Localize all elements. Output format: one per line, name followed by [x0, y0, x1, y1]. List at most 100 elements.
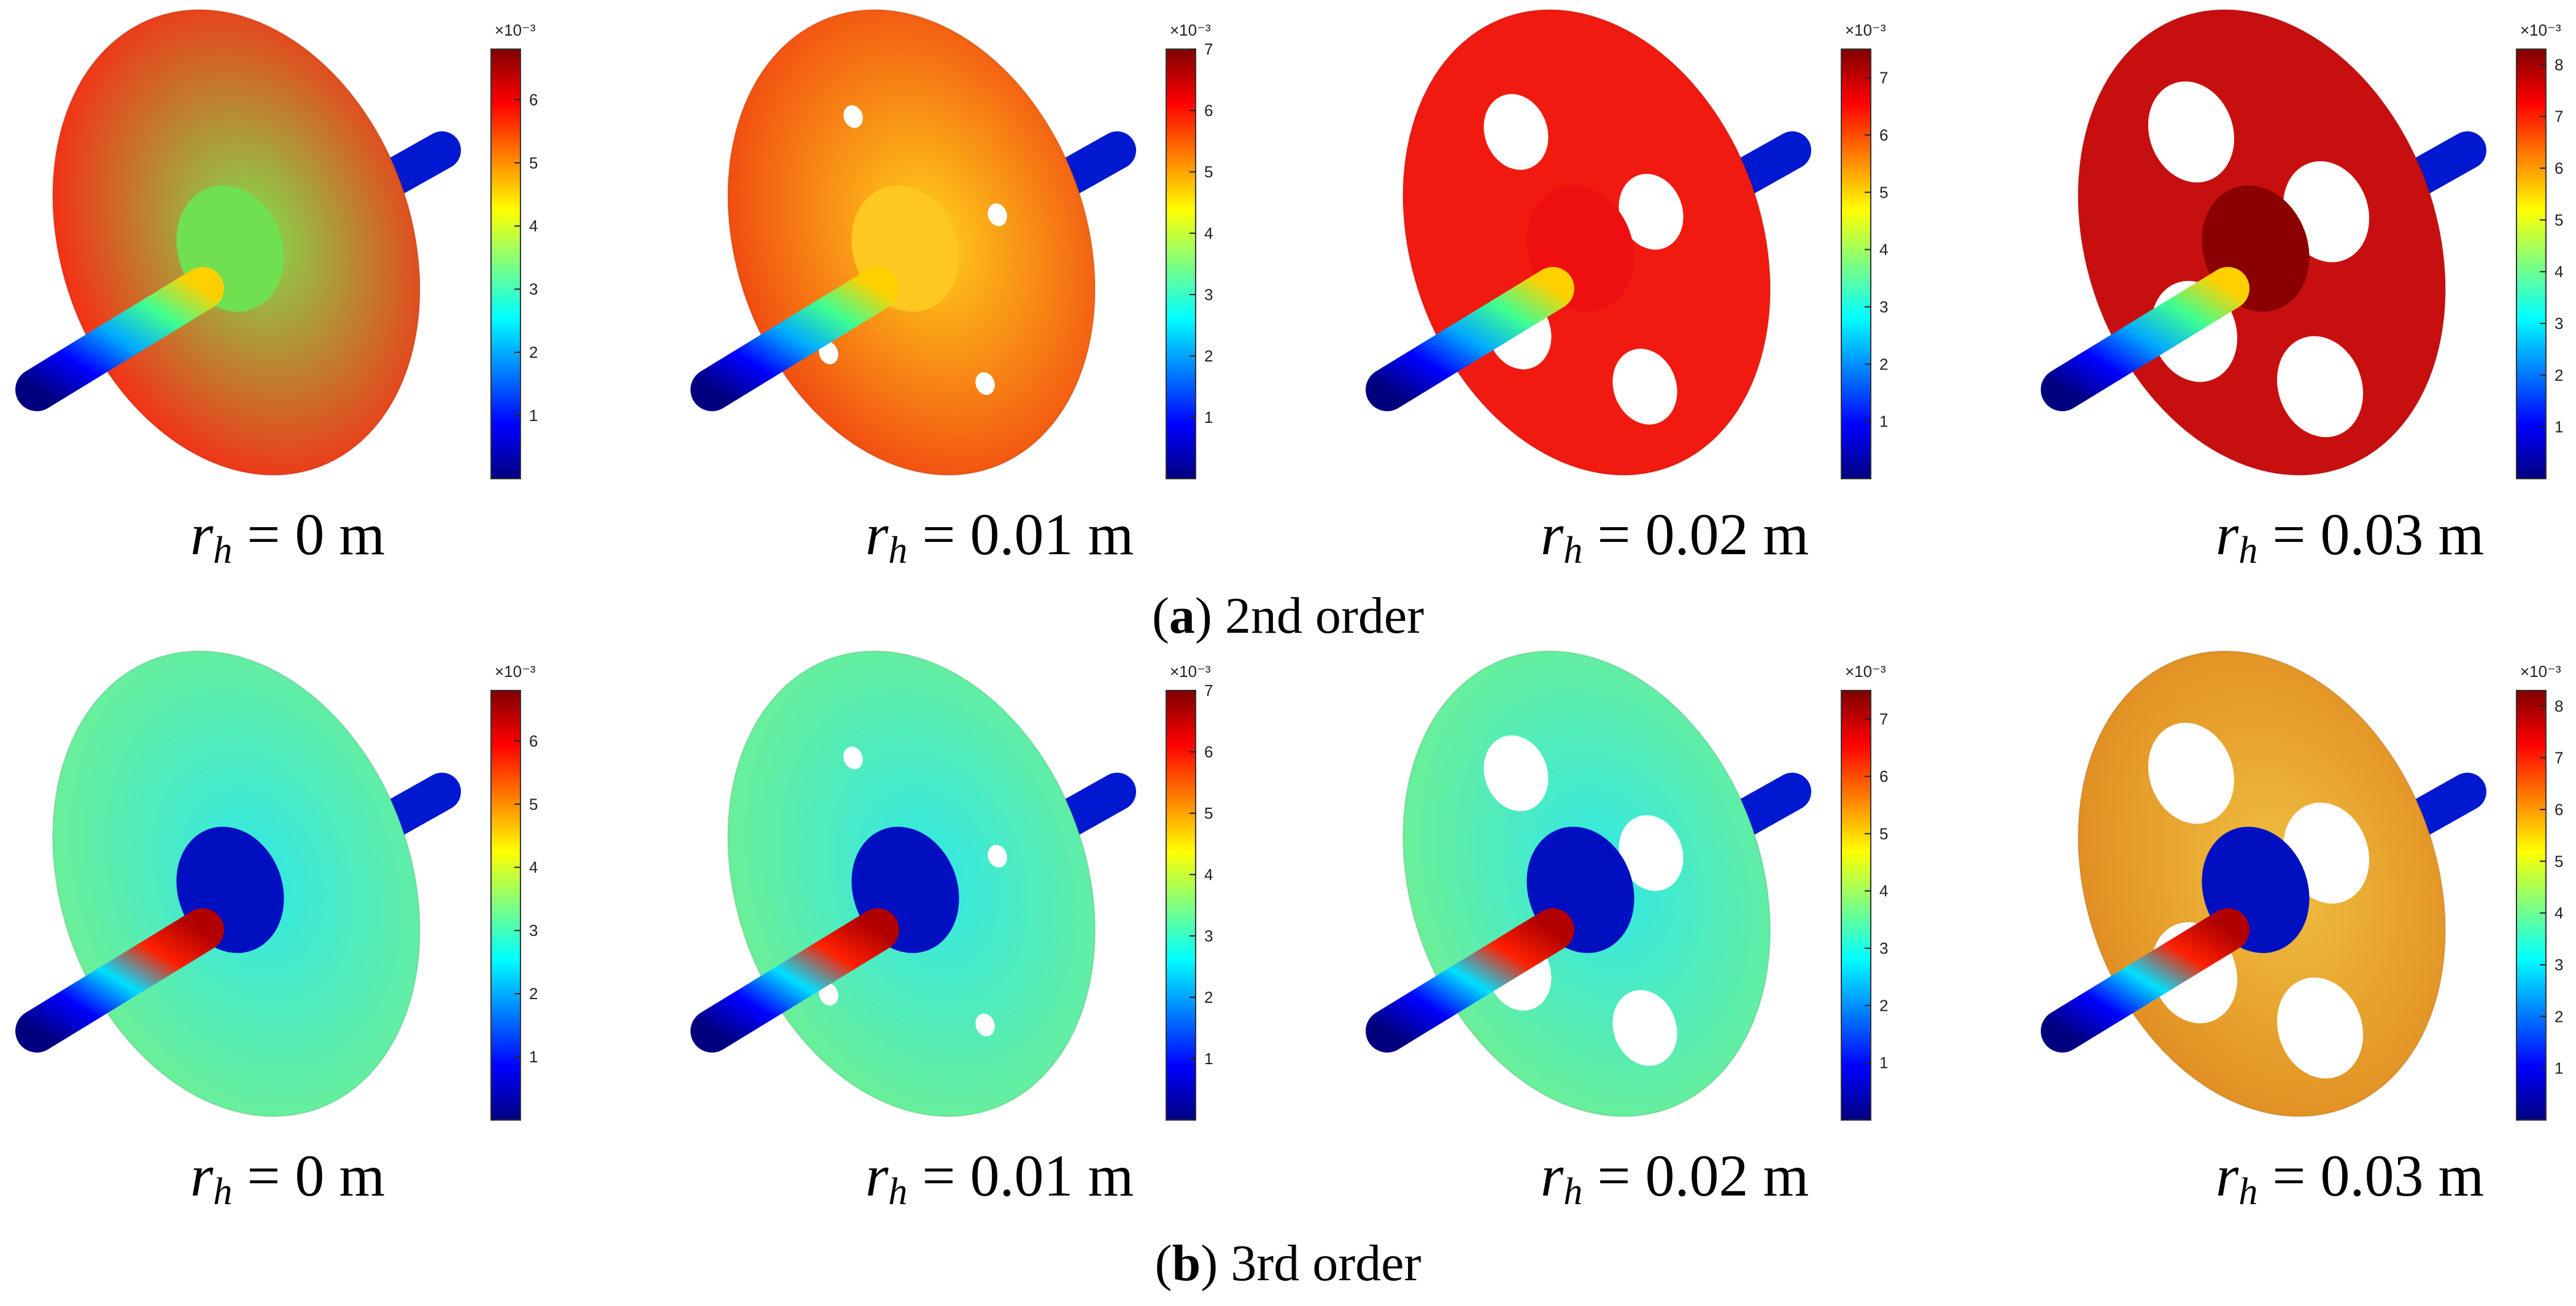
colorbar-tick-label: 2 [529, 343, 538, 361]
colorbar [2516, 48, 2547, 479]
colorbar-tick-label: 6 [2555, 159, 2563, 177]
shaft-back [374, 131, 461, 197]
shaft-back [1724, 773, 1811, 838]
colorbar-tick-label: 4 [1879, 241, 1888, 259]
colorbar [1166, 690, 1196, 1121]
caption-text: ) 2nd order [1194, 587, 1425, 644]
shaft-back [1049, 131, 1136, 197]
colorbar-tick-label: 2 [1204, 988, 1213, 1007]
panel-b-4: 1 2 3 4 5 6 7 8 ×10⁻³ rh = 0.03 m [2025, 641, 2576, 1294]
radius-symbol: r [865, 1143, 889, 1208]
radius-subscript: h [2238, 530, 2258, 571]
panel-a-2: 1 2 3 4 5 6 7 ×10⁻³ rh = 0.01 m [675, 0, 1319, 653]
colorbar-tick-label: 4 [1204, 865, 1213, 884]
colorbar-exponent: ×10⁻³ [1845, 662, 1886, 681]
mode-shape-plot: 1 2 3 4 5 6 ×10⁻³ [15, 650, 538, 1121]
colorbar-tick-label: 3 [2555, 314, 2563, 333]
shaft-front [15, 267, 224, 411]
colorbar-tick-label: 3 [1879, 298, 1888, 316]
panel-a-4: 1 2 3 4 5 6 7 8 ×10⁻³ rh = 0.03 m [2025, 0, 2576, 653]
colorbar-tick-label: 1 [529, 1048, 538, 1066]
colorbar-tick-label: 1 [1204, 408, 1213, 427]
radius-label: rh = 0 m [190, 500, 385, 573]
colorbar [1841, 48, 1871, 479]
colorbar-tick-label: 5 [2555, 211, 2563, 229]
radius-label: rh = 0.01 m [865, 1142, 1134, 1214]
colorbar-tick-label: 5 [1204, 804, 1213, 822]
colorbar-tick-label: 6 [1879, 767, 1888, 786]
row-caption-b: (b) 3rd order [1155, 1235, 1421, 1292]
colorbar-tick-label: 3 [1204, 927, 1213, 945]
mode-shape-plot: 1 2 3 4 5 6 ×10⁻³ [15, 9, 538, 479]
colorbar-tick-label: 4 [1204, 224, 1213, 242]
colorbar-exponent: ×10⁻³ [1170, 21, 1211, 39]
caption-text: ) 3rd order [1201, 1235, 1421, 1292]
disk-hole [819, 983, 838, 1006]
colorbar-tick-label: 5 [2555, 852, 2563, 870]
colorbar-exponent: ×10⁻³ [2520, 21, 2561, 39]
colorbar [2516, 690, 2547, 1121]
disk-hole [819, 341, 838, 365]
shaft-back [2399, 131, 2486, 197]
colorbar-tick-label: 6 [529, 732, 538, 750]
colorbar-tick-label: 7 [1879, 710, 1888, 728]
disk-hole [2276, 336, 2364, 438]
shaft-front [15, 908, 224, 1053]
colorbar-tick-label: 3 [1204, 285, 1213, 304]
colorbar-tick-label: 3 [2555, 956, 2563, 974]
colorbar [1841, 690, 1871, 1121]
radius-symbol: r [2216, 501, 2239, 567]
disk-hole [843, 105, 863, 128]
radius-label: rh = 0.01 m [865, 500, 1134, 573]
shaft-front [690, 267, 899, 411]
radius-value: = 0 m [232, 1143, 385, 1208]
colorbar-tick-label: 6 [2555, 800, 2563, 819]
shaft-front [2041, 267, 2249, 411]
colorbar-tick-label: 7 [1204, 681, 1213, 700]
radius-label: rh = 0 m [190, 1142, 385, 1214]
disk-hole [2148, 722, 2235, 824]
radius-symbol: r [1541, 1143, 1564, 1208]
shaft-front [1366, 267, 1574, 411]
disk-hole [975, 372, 995, 395]
colorbar-tick-label: 3 [529, 921, 538, 940]
colorbar-exponent: ×10⁻³ [495, 21, 536, 39]
disk-hole [1619, 174, 1684, 250]
colorbar-tick-label: 7 [1879, 69, 1888, 87]
radius-label: rh = 0.02 m [1541, 500, 1809, 573]
colorbar-tick-label: 7 [2555, 749, 2563, 767]
colorbar-tick-label: 2 [1879, 355, 1888, 373]
disk-hole [843, 746, 863, 770]
colorbar-tick-label: 1 [529, 406, 538, 425]
caption-letter: b [1172, 1235, 1201, 1292]
radius-subscript: h [213, 530, 233, 571]
colorbar-tick-label: 6 [1879, 126, 1888, 144]
row-caption-a: (a) 2nd order [1151, 587, 1425, 644]
colorbar-tick-label: 5 [529, 795, 538, 813]
panel-b-1: 1 2 3 4 5 6 ×10⁻³ rh = 0 m [0, 641, 644, 1294]
shaft-back [2399, 773, 2486, 838]
shaft-back [1724, 131, 1811, 197]
colorbar-tick-label: 2 [2555, 366, 2563, 384]
colorbar-exponent: ×10⁻³ [2520, 662, 2561, 681]
radius-value: = 0.01 m [907, 1143, 1134, 1208]
colorbar-exponent: ×10⁻³ [495, 662, 536, 681]
radius-subscript: h [1563, 530, 1583, 571]
colorbar-tick-label: 5 [1879, 183, 1888, 201]
radius-symbol: r [865, 501, 889, 567]
colorbar-tick-label: 4 [1879, 882, 1888, 900]
colorbar-tick-label: 7 [2555, 107, 2563, 126]
colorbar-tick-label: 8 [2555, 697, 2563, 715]
radius-symbol: r [1541, 501, 1564, 567]
colorbar-tick-label: 3 [1879, 939, 1888, 957]
panel-a-1: 1 2 3 4 5 6 ×10⁻³ rh = 0 m [0, 0, 644, 653]
shaft-back [374, 773, 461, 838]
radius-subscript: h [888, 530, 908, 571]
radius-label: rh = 0.02 m [1541, 1142, 1809, 1214]
radius-value: = 0.03 m [2257, 501, 2485, 567]
colorbar-tick-label: 5 [1204, 163, 1213, 181]
